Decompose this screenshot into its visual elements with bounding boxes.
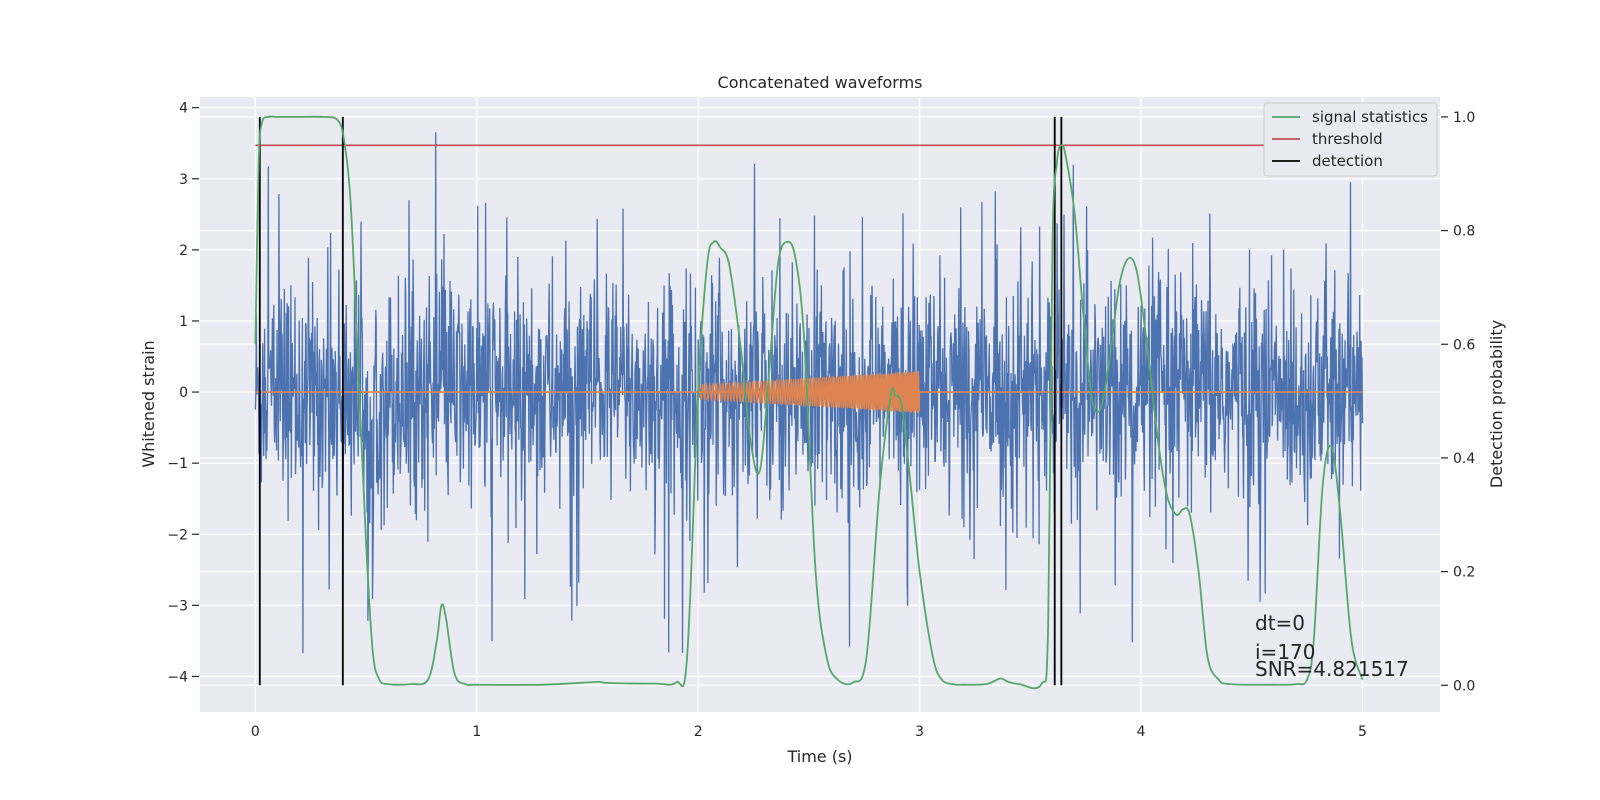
x-tick-label: 4 <box>1137 724 1146 740</box>
y-axis-ticks: −4 −3 −2 −1 0 1 2 3 4 <box>167 101 199 685</box>
y2-tick-label: 0.6 <box>1453 337 1475 353</box>
y2-tick-label: 1.0 <box>1453 110 1475 126</box>
x-tick-label: 1 <box>472 724 481 740</box>
legend: signal statistics threshold detection <box>1263 102 1438 177</box>
annotation-index: i=170 <box>1255 640 1316 664</box>
y-tick-label: −4 <box>167 669 188 685</box>
y-tick-label: 0 <box>179 385 188 401</box>
y2-tick-label: 0.0 <box>1453 678 1475 694</box>
signal-statistics-series <box>254 115 1364 690</box>
chart-title: Concatenated waveforms <box>718 73 923 92</box>
detection-lines <box>258 116 1063 686</box>
legend-label-detection: detection <box>1312 152 1383 170</box>
x-tick-label: 0 <box>251 724 260 740</box>
x-tick-label: 5 <box>1358 724 1367 740</box>
legend-label-signal-statistics: signal statistics <box>1312 108 1428 126</box>
y2-tick-label: 0.8 <box>1453 224 1475 240</box>
y-tick-label: −2 <box>167 527 188 543</box>
y-axis-label: Whitened strain <box>139 340 158 467</box>
legend-box <box>1263 102 1438 177</box>
annotation-snr: SNR=4.821517 <box>1255 657 1409 681</box>
y2-axis-ticks: 0.0 0.2 0.4 0.6 0.8 1.0 <box>1441 110 1475 694</box>
x-tick-label: 3 <box>915 724 924 740</box>
x-axis-ticks: 0 1 2 3 4 5 <box>251 724 1367 740</box>
y-tick-label: −1 <box>167 456 188 472</box>
y2-tick-label: 0.2 <box>1453 565 1475 581</box>
annotation-dt: dt=0 <box>1255 611 1305 635</box>
x-axis-label: Time (s) <box>786 747 852 766</box>
y-tick-label: 3 <box>179 172 188 188</box>
y-tick-label: −3 <box>167 598 188 614</box>
y-tick-label: 2 <box>179 243 188 259</box>
y2-axis-label: Detection probability <box>1487 320 1506 488</box>
y-tick-label: 4 <box>179 101 188 117</box>
legend-label-threshold: threshold <box>1312 130 1383 148</box>
x-tick-label: 2 <box>694 724 703 740</box>
y2-tick-label: 0.4 <box>1453 451 1475 467</box>
injected-signal-series <box>697 371 921 414</box>
y-tick-label: 1 <box>179 314 188 330</box>
